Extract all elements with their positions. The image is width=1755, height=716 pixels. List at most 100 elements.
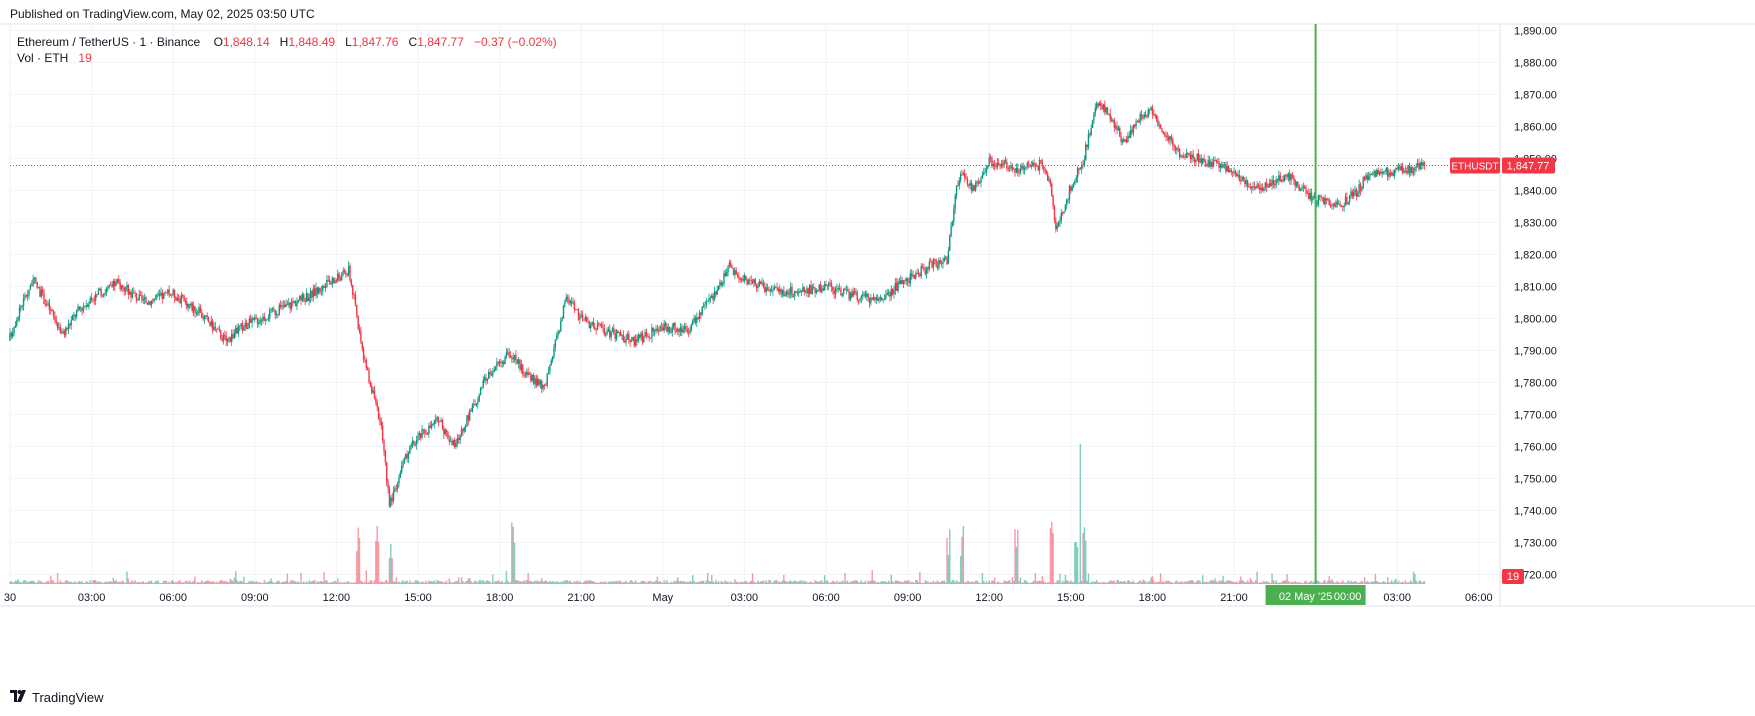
volume-bar <box>698 581 701 584</box>
candle <box>1181 154 1184 159</box>
volume-bar <box>403 581 406 584</box>
candle-body <box>1105 107 1107 113</box>
candle <box>746 277 748 286</box>
volume-bar <box>1293 582 1295 584</box>
symbol-title[interactable]: Ethereum / TetherUS · 1 · Binance <box>17 35 201 49</box>
candle-body <box>1395 168 1397 170</box>
candle-body <box>1284 174 1287 176</box>
volume-bar <box>485 580 487 584</box>
volume-bar <box>183 582 185 584</box>
candle-body <box>663 322 665 331</box>
candle-body <box>575 309 577 311</box>
volume-bar <box>871 570 873 584</box>
candle-body <box>69 323 71 326</box>
candle <box>1127 131 1129 143</box>
candle-body <box>44 304 47 305</box>
candle-body <box>508 352 510 357</box>
volume-bar <box>539 580 542 584</box>
candle <box>51 308 53 312</box>
candle-body <box>331 277 334 285</box>
candle-body <box>692 321 694 325</box>
candle-body <box>991 157 993 167</box>
candle <box>981 171 984 179</box>
candle-body <box>1068 185 1071 200</box>
volume-bar <box>619 580 622 584</box>
volume-bar <box>1159 573 1162 584</box>
volume-bar <box>1066 580 1068 584</box>
candle <box>585 316 588 323</box>
volume-bar <box>366 582 369 584</box>
volume-bar <box>879 582 882 584</box>
candle-body <box>1299 189 1302 191</box>
volume-bar <box>1380 582 1382 584</box>
candle-body <box>1199 158 1201 163</box>
candle <box>1260 183 1262 194</box>
candle <box>21 305 23 311</box>
candle-body <box>1057 222 1060 226</box>
volume-bar <box>21 582 23 584</box>
candle-body <box>950 225 952 237</box>
volume-bar <box>693 581 695 584</box>
volume-bar <box>1401 581 1404 584</box>
candle-body <box>449 441 452 442</box>
volume-bar <box>1261 582 1264 584</box>
candle-body <box>225 336 227 342</box>
volume-label[interactable]: Vol · ETH <box>17 51 69 65</box>
candle-body <box>587 321 589 322</box>
volume-bar <box>361 581 363 584</box>
candle <box>939 257 941 265</box>
candle <box>947 246 950 265</box>
candle <box>1380 168 1382 176</box>
volume-bar <box>974 580 977 584</box>
candle <box>610 331 612 342</box>
candle-body <box>54 315 56 321</box>
volume-bar <box>55 582 57 584</box>
candle <box>18 304 21 322</box>
candle-body <box>1257 184 1260 187</box>
candle <box>1363 175 1366 182</box>
volume-bar <box>1378 582 1381 584</box>
candle <box>804 289 807 294</box>
candle <box>1400 163 1402 172</box>
candle-body <box>191 303 193 312</box>
candle <box>1019 164 1022 175</box>
candle-body <box>502 361 505 365</box>
candle <box>135 292 138 304</box>
volume-bar <box>1312 582 1314 584</box>
candle-body <box>751 280 754 283</box>
volume-bar <box>1324 580 1326 584</box>
candle-body <box>10 332 13 337</box>
candle-body <box>477 401 479 404</box>
candle-body <box>817 289 819 291</box>
candle <box>1221 160 1223 169</box>
candle <box>1381 168 1383 178</box>
brand-name: TradingView <box>32 690 104 705</box>
candle <box>653 328 656 337</box>
candle <box>860 294 863 304</box>
volume-bar <box>207 580 210 584</box>
tradingview-brand[interactable]: TradingView <box>10 690 104 705</box>
volume-bar <box>229 578 232 584</box>
candle-body <box>373 390 376 399</box>
candle <box>1061 211 1064 216</box>
volume-bar <box>387 582 389 584</box>
candle <box>900 275 902 285</box>
candle <box>550 358 552 366</box>
candle-body <box>160 292 162 296</box>
volume-bar <box>817 581 819 584</box>
candle-body <box>1259 186 1261 191</box>
candle-body <box>727 266 729 273</box>
volume-bar <box>418 582 421 584</box>
candle <box>256 317 259 328</box>
volume-bar <box>966 580 969 584</box>
candle-body <box>13 327 15 333</box>
candle <box>662 323 664 332</box>
candle-body <box>357 315 359 329</box>
candle <box>488 369 490 380</box>
candle <box>1289 169 1291 185</box>
candle-body <box>1116 126 1118 131</box>
candle <box>1158 120 1160 130</box>
candle-body <box>1132 125 1135 133</box>
volume-bar <box>791 581 793 584</box>
